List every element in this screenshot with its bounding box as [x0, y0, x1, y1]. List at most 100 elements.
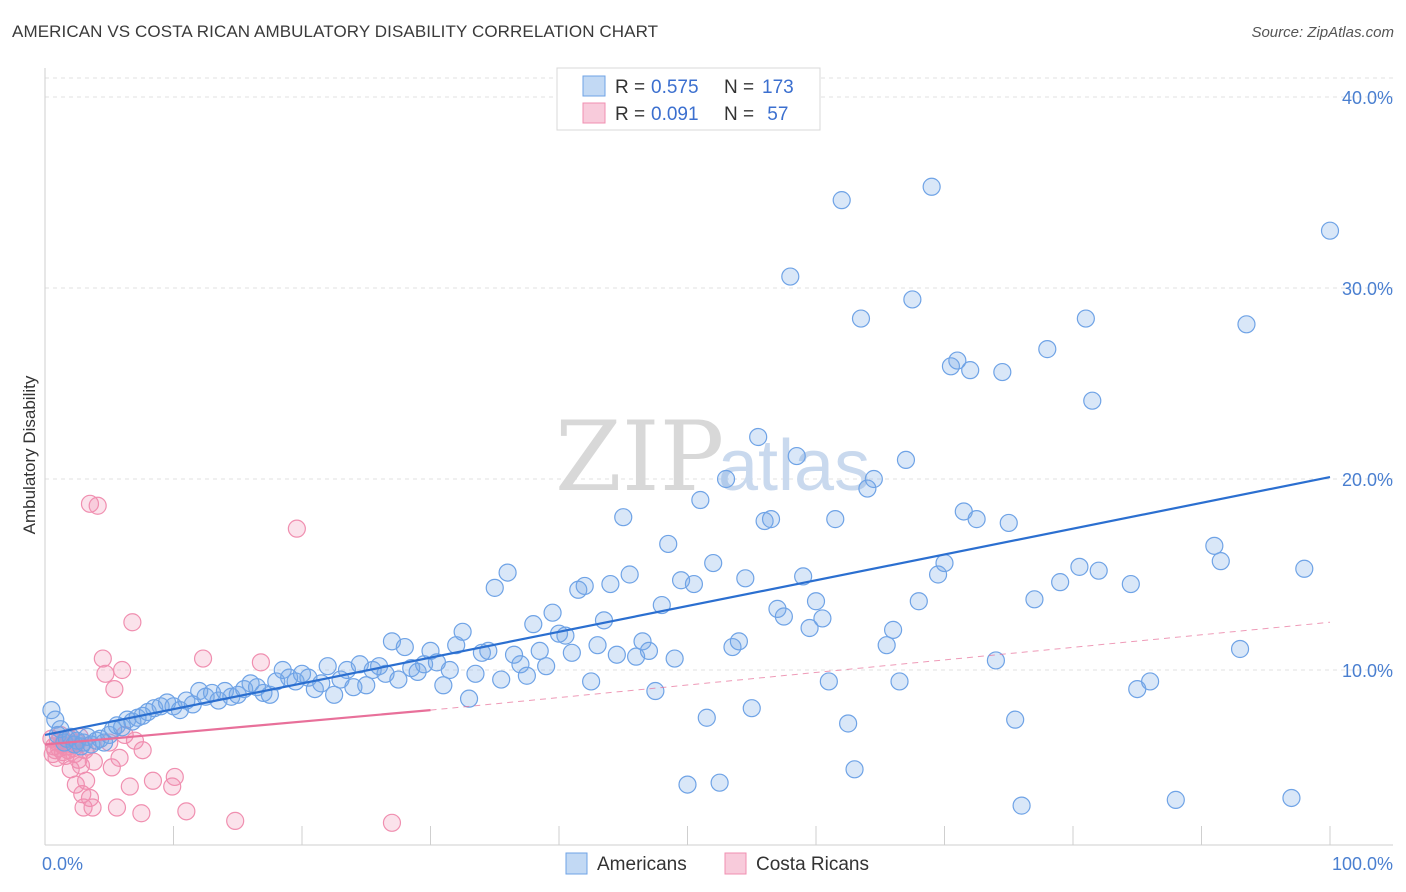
american-point — [421, 641, 440, 661]
costa-rican-point — [177, 802, 196, 821]
american-point — [1282, 788, 1301, 808]
american-point — [832, 191, 851, 210]
american-point — [434, 676, 453, 695]
american-point — [877, 636, 896, 655]
american-point — [659, 534, 678, 554]
american-point — [1006, 710, 1025, 729]
american-point — [729, 632, 749, 651]
americans-trend-line — [44, 476, 1331, 737]
american-point — [736, 569, 755, 588]
american-point — [1012, 796, 1031, 815]
american-point — [588, 636, 607, 655]
american-point — [1166, 790, 1185, 809]
american-point — [524, 615, 543, 634]
american-point — [967, 510, 986, 529]
american-point — [787, 446, 806, 466]
american-point — [710, 773, 729, 792]
legend-r-label-americans: R = — [615, 77, 645, 98]
series-legend-americans: Americans — [597, 854, 687, 875]
americans-points — [42, 177, 1340, 815]
legend-n-label-americans: N = — [724, 77, 754, 98]
costa-rican-point — [66, 775, 85, 794]
american-point — [665, 649, 684, 668]
american-point — [562, 643, 581, 662]
american-point — [774, 607, 793, 626]
american-point — [1083, 391, 1102, 410]
american-point — [575, 576, 594, 596]
costa-rican-point — [251, 653, 270, 672]
american-point — [325, 685, 344, 704]
legend-r-value-americans: 0.575 — [651, 77, 699, 98]
american-point — [1121, 574, 1140, 594]
american-point — [948, 351, 967, 370]
american-point — [794, 567, 813, 586]
chart-source: Source: ZipAtlas.com — [1251, 24, 1394, 41]
legend-n-label-costa-ricans: N = — [724, 104, 754, 125]
american-point — [999, 513, 1018, 533]
series-legend: Americans Costa Ricans — [565, 852, 869, 875]
watermark-zip: ZIP — [555, 401, 724, 513]
american-point — [864, 469, 883, 489]
american-point — [1320, 221, 1340, 240]
american-point — [453, 622, 472, 641]
american-point — [813, 609, 832, 628]
series-legend-swatch-americans — [565, 852, 588, 875]
american-point — [1230, 639, 1250, 659]
american-point — [961, 361, 980, 380]
american-point — [883, 620, 903, 639]
american-point — [909, 592, 928, 611]
legend-swatch-costa-ricans — [582, 102, 606, 124]
american-point — [749, 427, 768, 447]
costa-rican-point — [107, 798, 127, 817]
series-legend-costa-ricans: Costa Ricans — [756, 854, 869, 875]
american-point — [806, 592, 826, 611]
costa-rican-point — [132, 804, 151, 823]
series-legend-swatch-costa-ricans — [724, 852, 747, 875]
costa-rican-point — [102, 758, 121, 777]
american-point — [684, 574, 704, 594]
y-tick-label: 20.0% — [1342, 470, 1393, 490]
american-point — [716, 469, 736, 489]
costa-rican-point — [143, 771, 163, 790]
american-point — [928, 565, 948, 584]
american-point — [697, 708, 716, 727]
american-point — [537, 657, 556, 676]
american-point — [1237, 315, 1256, 334]
legend-swatch-americans — [582, 75, 606, 97]
american-point — [517, 666, 536, 685]
american-point — [839, 714, 858, 733]
american-point — [639, 641, 659, 661]
y-axis-label: Ambulatory Disability — [20, 375, 39, 534]
american-point — [826, 510, 845, 529]
american-point — [742, 699, 761, 718]
costa-rican-point — [93, 649, 112, 668]
american-point — [601, 574, 620, 594]
american-point — [1070, 557, 1089, 576]
costa-rican-point — [120, 777, 139, 796]
american-point — [1295, 559, 1314, 578]
costa-rican-point — [226, 811, 245, 830]
watermark: ZIP atlas — [555, 401, 870, 513]
american-point — [800, 618, 819, 638]
costa-rican-point — [123, 613, 142, 632]
american-point — [922, 177, 941, 196]
american-point — [819, 672, 838, 691]
costa-rican-point — [112, 660, 132, 680]
american-point — [704, 553, 723, 573]
american-point — [504, 645, 524, 664]
american-point — [42, 701, 61, 720]
costa-rican-point — [105, 679, 124, 699]
american-point — [761, 510, 781, 529]
costa-rican-point — [83, 798, 102, 817]
correlation-legend: R = 0.575 N = 173 R = 0.091 N = 57 — [556, 67, 821, 131]
x-tick-label-max: 100.0% — [1332, 854, 1393, 874]
legend-r-label-costa-ricans: R = — [615, 104, 645, 125]
trend-lines — [44, 476, 1331, 746]
american-point — [890, 672, 909, 691]
american-point — [1076, 309, 1095, 328]
american-point — [273, 660, 292, 680]
chart-title: AMERICAN VS COSTA RICAN AMBULATORY DISAB… — [12, 22, 659, 41]
american-point — [633, 632, 652, 651]
american-point — [607, 645, 626, 664]
